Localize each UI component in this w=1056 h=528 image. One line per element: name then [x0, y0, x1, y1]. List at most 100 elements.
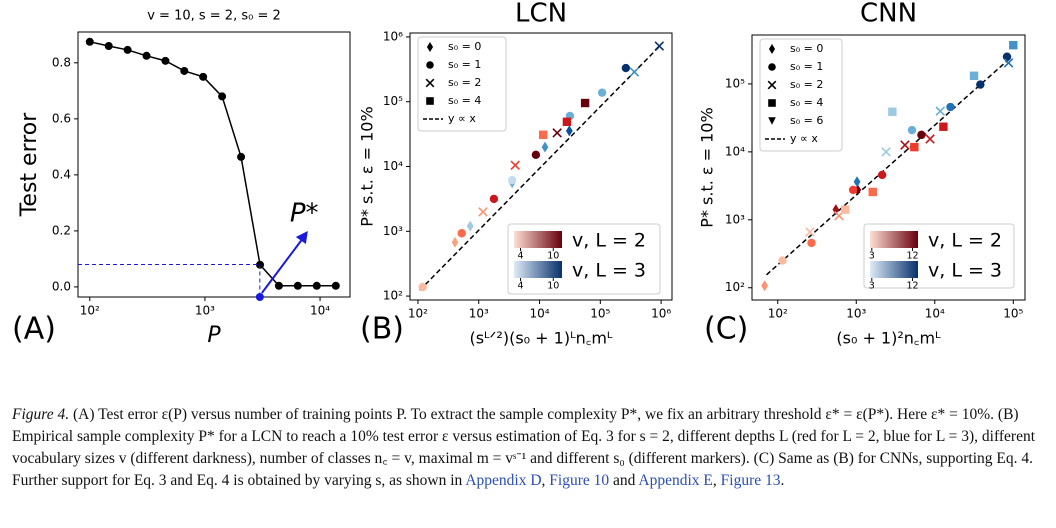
point	[418, 282, 427, 292]
panel-label: (B)	[360, 312, 404, 347]
colorbar-label: v, L = 3	[928, 260, 1002, 282]
legend-label: s₀ = 1	[790, 60, 823, 73]
y-tick-label: 0.0	[52, 279, 71, 293]
legend-symbol	[425, 78, 435, 88]
axes-frame	[751, 34, 1026, 301]
y-tick-label: 10³	[383, 224, 403, 238]
point	[104, 42, 113, 51]
point	[761, 280, 768, 292]
colorbar-tick-label: 12	[907, 251, 919, 262]
legend-label: s₀ = 1	[448, 58, 481, 71]
panel-label: (A)	[12, 312, 56, 347]
point-stroke	[805, 227, 815, 237]
legend-label: y ∝ x	[790, 132, 818, 145]
legend-symbol	[768, 44, 776, 54]
point-stroke	[900, 140, 910, 150]
colorbar-tick-label: 10	[547, 251, 559, 262]
pstar-point	[255, 293, 264, 301]
fit-line	[766, 56, 1013, 276]
point	[597, 88, 607, 97]
y-axis-label: P* s.t. ε = 10%	[698, 107, 717, 227]
point	[841, 205, 850, 214]
point	[877, 170, 887, 180]
point	[489, 194, 499, 204]
chart-title: v = 10, s = 2, s₀ = 2	[147, 9, 281, 24]
point-stroke	[425, 78, 435, 88]
point	[312, 281, 321, 290]
legend-symbol	[426, 97, 434, 105]
pstar-label: P*	[290, 199, 319, 229]
point	[507, 175, 517, 185]
point	[888, 107, 897, 116]
caption-text: ,	[541, 472, 550, 489]
fit-line	[419, 44, 662, 291]
point	[565, 125, 573, 137]
point	[85, 37, 94, 46]
x-tick-label: 10³	[469, 307, 489, 321]
y-axis-label: Test error	[17, 112, 42, 218]
point	[274, 281, 283, 290]
legend-label: s₀ = 2	[790, 78, 823, 91]
point	[538, 130, 548, 139]
point-stroke	[925, 134, 935, 144]
caption-text: ,	[712, 472, 721, 489]
chart-title: LCN	[515, 0, 567, 29]
y-axis-label: P* s.t. ε = 10%	[358, 106, 377, 226]
point-stroke	[767, 80, 777, 90]
x-tick-label: 10⁵	[1003, 307, 1023, 321]
legend-label: s₀ = 4	[448, 94, 481, 107]
point	[478, 207, 488, 217]
x-tick-label: 10⁴	[529, 307, 549, 321]
point-stroke	[935, 106, 946, 116]
point	[868, 187, 877, 197]
caption-link[interactable]: Figure 13	[720, 472, 781, 489]
caption-link[interactable]: Appendix D	[465, 472, 542, 489]
y-tick-label: 10⁶	[383, 29, 403, 43]
point	[778, 256, 787, 265]
point	[976, 80, 985, 89]
point	[142, 51, 151, 60]
point	[917, 130, 926, 140]
point	[218, 92, 227, 101]
point	[805, 227, 815, 237]
point-stroke	[654, 41, 665, 51]
legend-symbol	[768, 117, 776, 125]
x-tick-label: 10⁵	[590, 307, 610, 321]
legend-symbol	[767, 80, 777, 90]
x-tick-label: 10²	[768, 307, 788, 321]
point	[832, 204, 840, 216]
x-tick-label: 10²	[408, 307, 428, 321]
point-stroke	[881, 147, 891, 157]
colorbar	[514, 261, 562, 278]
point	[1002, 52, 1012, 61]
arrow	[261, 236, 305, 294]
y-tick-label: 0.2	[52, 223, 71, 237]
caption-link[interactable]: Figure 10	[549, 472, 610, 489]
point	[161, 56, 170, 65]
y-tick-label: 0.4	[52, 167, 71, 181]
y-tick-label: 10²	[725, 280, 745, 294]
x-axis-label: (s₀ + 1)²n꜀mᴸ	[836, 329, 941, 348]
y-tick-label: 10³	[725, 212, 745, 226]
point-stroke	[510, 160, 520, 170]
x-tick-label: 10⁴	[310, 304, 330, 318]
legend-symbol	[426, 42, 434, 52]
point	[180, 66, 189, 75]
point	[807, 238, 816, 248]
x-tick-label: 10⁶	[651, 307, 671, 321]
point	[629, 67, 640, 77]
colorbar-tick-label: 4	[518, 281, 524, 292]
colorbar-label: v, L = 3	[572, 260, 646, 282]
caption-link[interactable]: Appendix E	[638, 472, 713, 489]
point	[580, 98, 590, 108]
point	[531, 150, 541, 160]
point	[457, 229, 466, 238]
point	[853, 176, 861, 188]
arrow-head	[295, 231, 308, 244]
x-tick-label: 10³	[846, 307, 866, 321]
colorbar-label: v, L = 2	[572, 230, 646, 252]
point	[654, 41, 665, 51]
legend-symbol	[768, 99, 776, 107]
x-axis-label: P	[207, 323, 221, 348]
